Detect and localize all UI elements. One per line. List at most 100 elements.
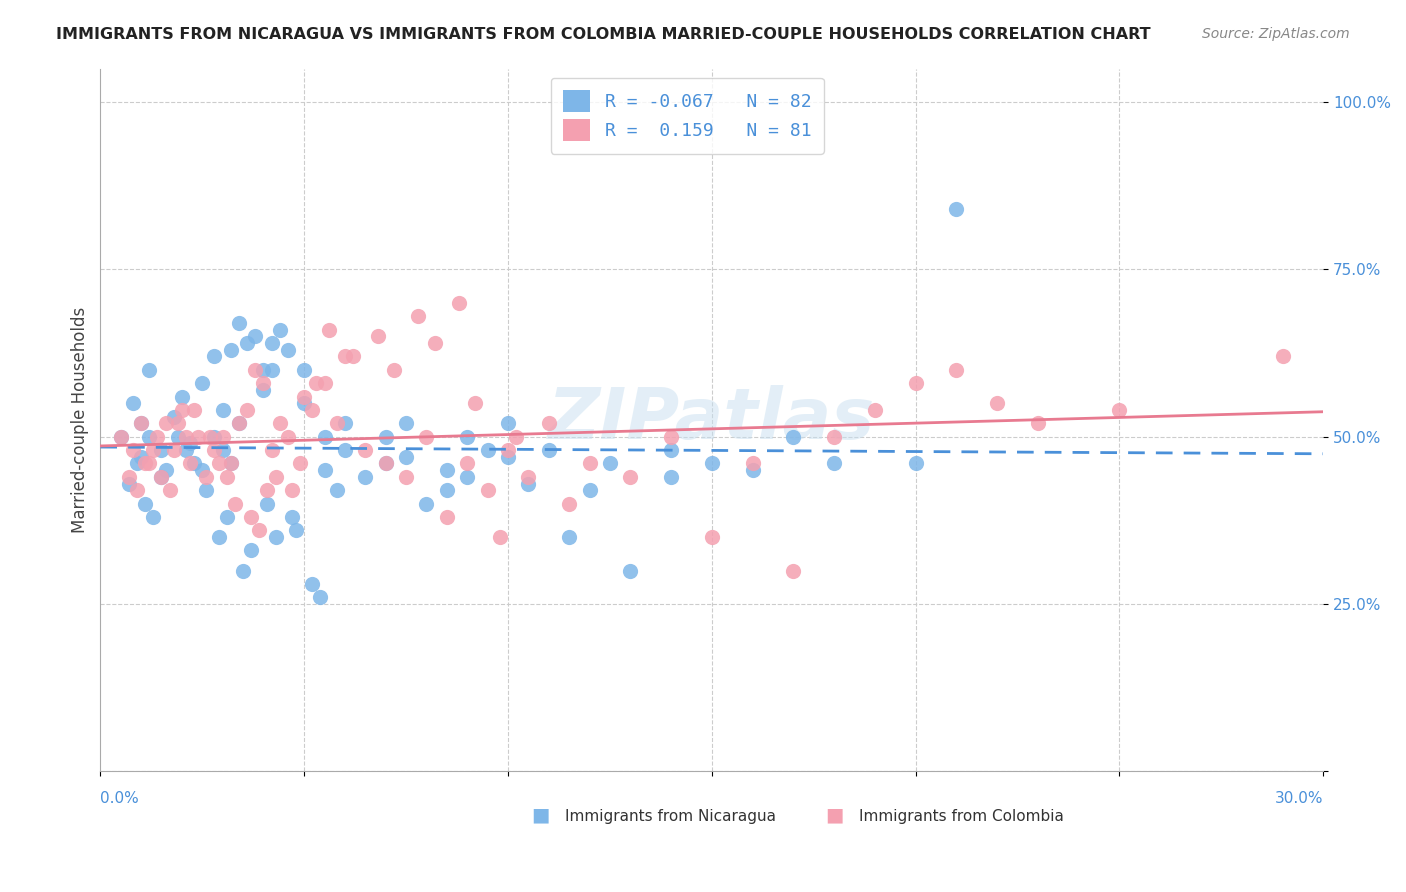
Point — [823, 430, 845, 444]
Text: ZIPatlas: ZIPatlas — [548, 385, 876, 454]
Point — [436, 510, 458, 524]
Point — [395, 417, 418, 431]
Point — [260, 443, 283, 458]
Point — [252, 363, 274, 377]
Point — [436, 483, 458, 498]
Point — [240, 543, 263, 558]
Text: 0.0%: 0.0% — [100, 791, 139, 806]
Point — [146, 430, 169, 444]
Point — [179, 457, 201, 471]
Point — [489, 530, 512, 544]
Point — [659, 443, 682, 458]
Point — [782, 564, 804, 578]
Point — [659, 470, 682, 484]
Point — [159, 483, 181, 498]
Point — [129, 450, 152, 464]
Point — [224, 497, 246, 511]
Point — [219, 457, 242, 471]
Point — [945, 202, 967, 216]
Point — [301, 577, 323, 591]
Point — [382, 363, 405, 377]
Point — [305, 376, 328, 391]
Point — [142, 510, 165, 524]
Point — [138, 430, 160, 444]
Text: Immigrants from Colombia: Immigrants from Colombia — [859, 809, 1063, 823]
Point — [1271, 350, 1294, 364]
Point — [309, 591, 332, 605]
Point — [260, 336, 283, 351]
Point — [619, 470, 641, 484]
Point — [292, 396, 315, 410]
Point — [204, 430, 226, 444]
Point — [215, 470, 238, 484]
Point — [179, 436, 201, 450]
Point — [219, 457, 242, 471]
Point — [945, 363, 967, 377]
Point — [986, 396, 1008, 410]
Point — [456, 430, 478, 444]
Point — [619, 564, 641, 578]
Point — [314, 376, 336, 391]
Point — [232, 564, 254, 578]
Point — [200, 430, 222, 444]
Point — [741, 463, 763, 477]
Point — [166, 430, 188, 444]
Point — [155, 463, 177, 477]
Point — [256, 483, 278, 498]
Point — [191, 376, 214, 391]
Point — [191, 463, 214, 477]
Point — [333, 417, 356, 431]
Point — [741, 457, 763, 471]
Point — [170, 403, 193, 417]
Point — [240, 510, 263, 524]
Point — [477, 443, 499, 458]
Point — [904, 376, 927, 391]
Point — [863, 403, 886, 417]
Point — [195, 483, 218, 498]
Point — [374, 457, 396, 471]
Point — [395, 470, 418, 484]
Point — [415, 430, 437, 444]
Point — [505, 430, 527, 444]
Point — [228, 417, 250, 431]
Point — [578, 483, 600, 498]
Text: Immigrants from Nicaragua: Immigrants from Nicaragua — [565, 809, 776, 823]
Text: ■: ■ — [825, 805, 844, 824]
Point — [211, 443, 233, 458]
Point — [122, 396, 145, 410]
Point — [269, 322, 291, 336]
Point — [277, 430, 299, 444]
Point — [118, 476, 141, 491]
Point — [1108, 403, 1130, 417]
Point — [150, 470, 173, 484]
Point — [211, 430, 233, 444]
Point — [247, 524, 270, 538]
Point — [456, 457, 478, 471]
Point — [110, 430, 132, 444]
Point — [292, 390, 315, 404]
Point — [496, 450, 519, 464]
Point — [204, 443, 226, 458]
Point — [537, 417, 560, 431]
Point — [245, 329, 267, 343]
Point — [252, 376, 274, 391]
Point — [659, 430, 682, 444]
Point — [436, 463, 458, 477]
Point — [904, 457, 927, 471]
Point — [301, 403, 323, 417]
Point — [354, 443, 377, 458]
Point — [408, 309, 430, 323]
Point — [252, 383, 274, 397]
Point — [174, 443, 197, 458]
Point — [449, 295, 471, 310]
Point — [423, 336, 446, 351]
Point — [134, 497, 156, 511]
Point — [118, 470, 141, 484]
Point — [195, 470, 218, 484]
Point — [138, 457, 160, 471]
Point — [318, 322, 340, 336]
Point — [187, 430, 209, 444]
Point — [142, 443, 165, 458]
Point — [245, 363, 267, 377]
Point — [163, 409, 186, 424]
